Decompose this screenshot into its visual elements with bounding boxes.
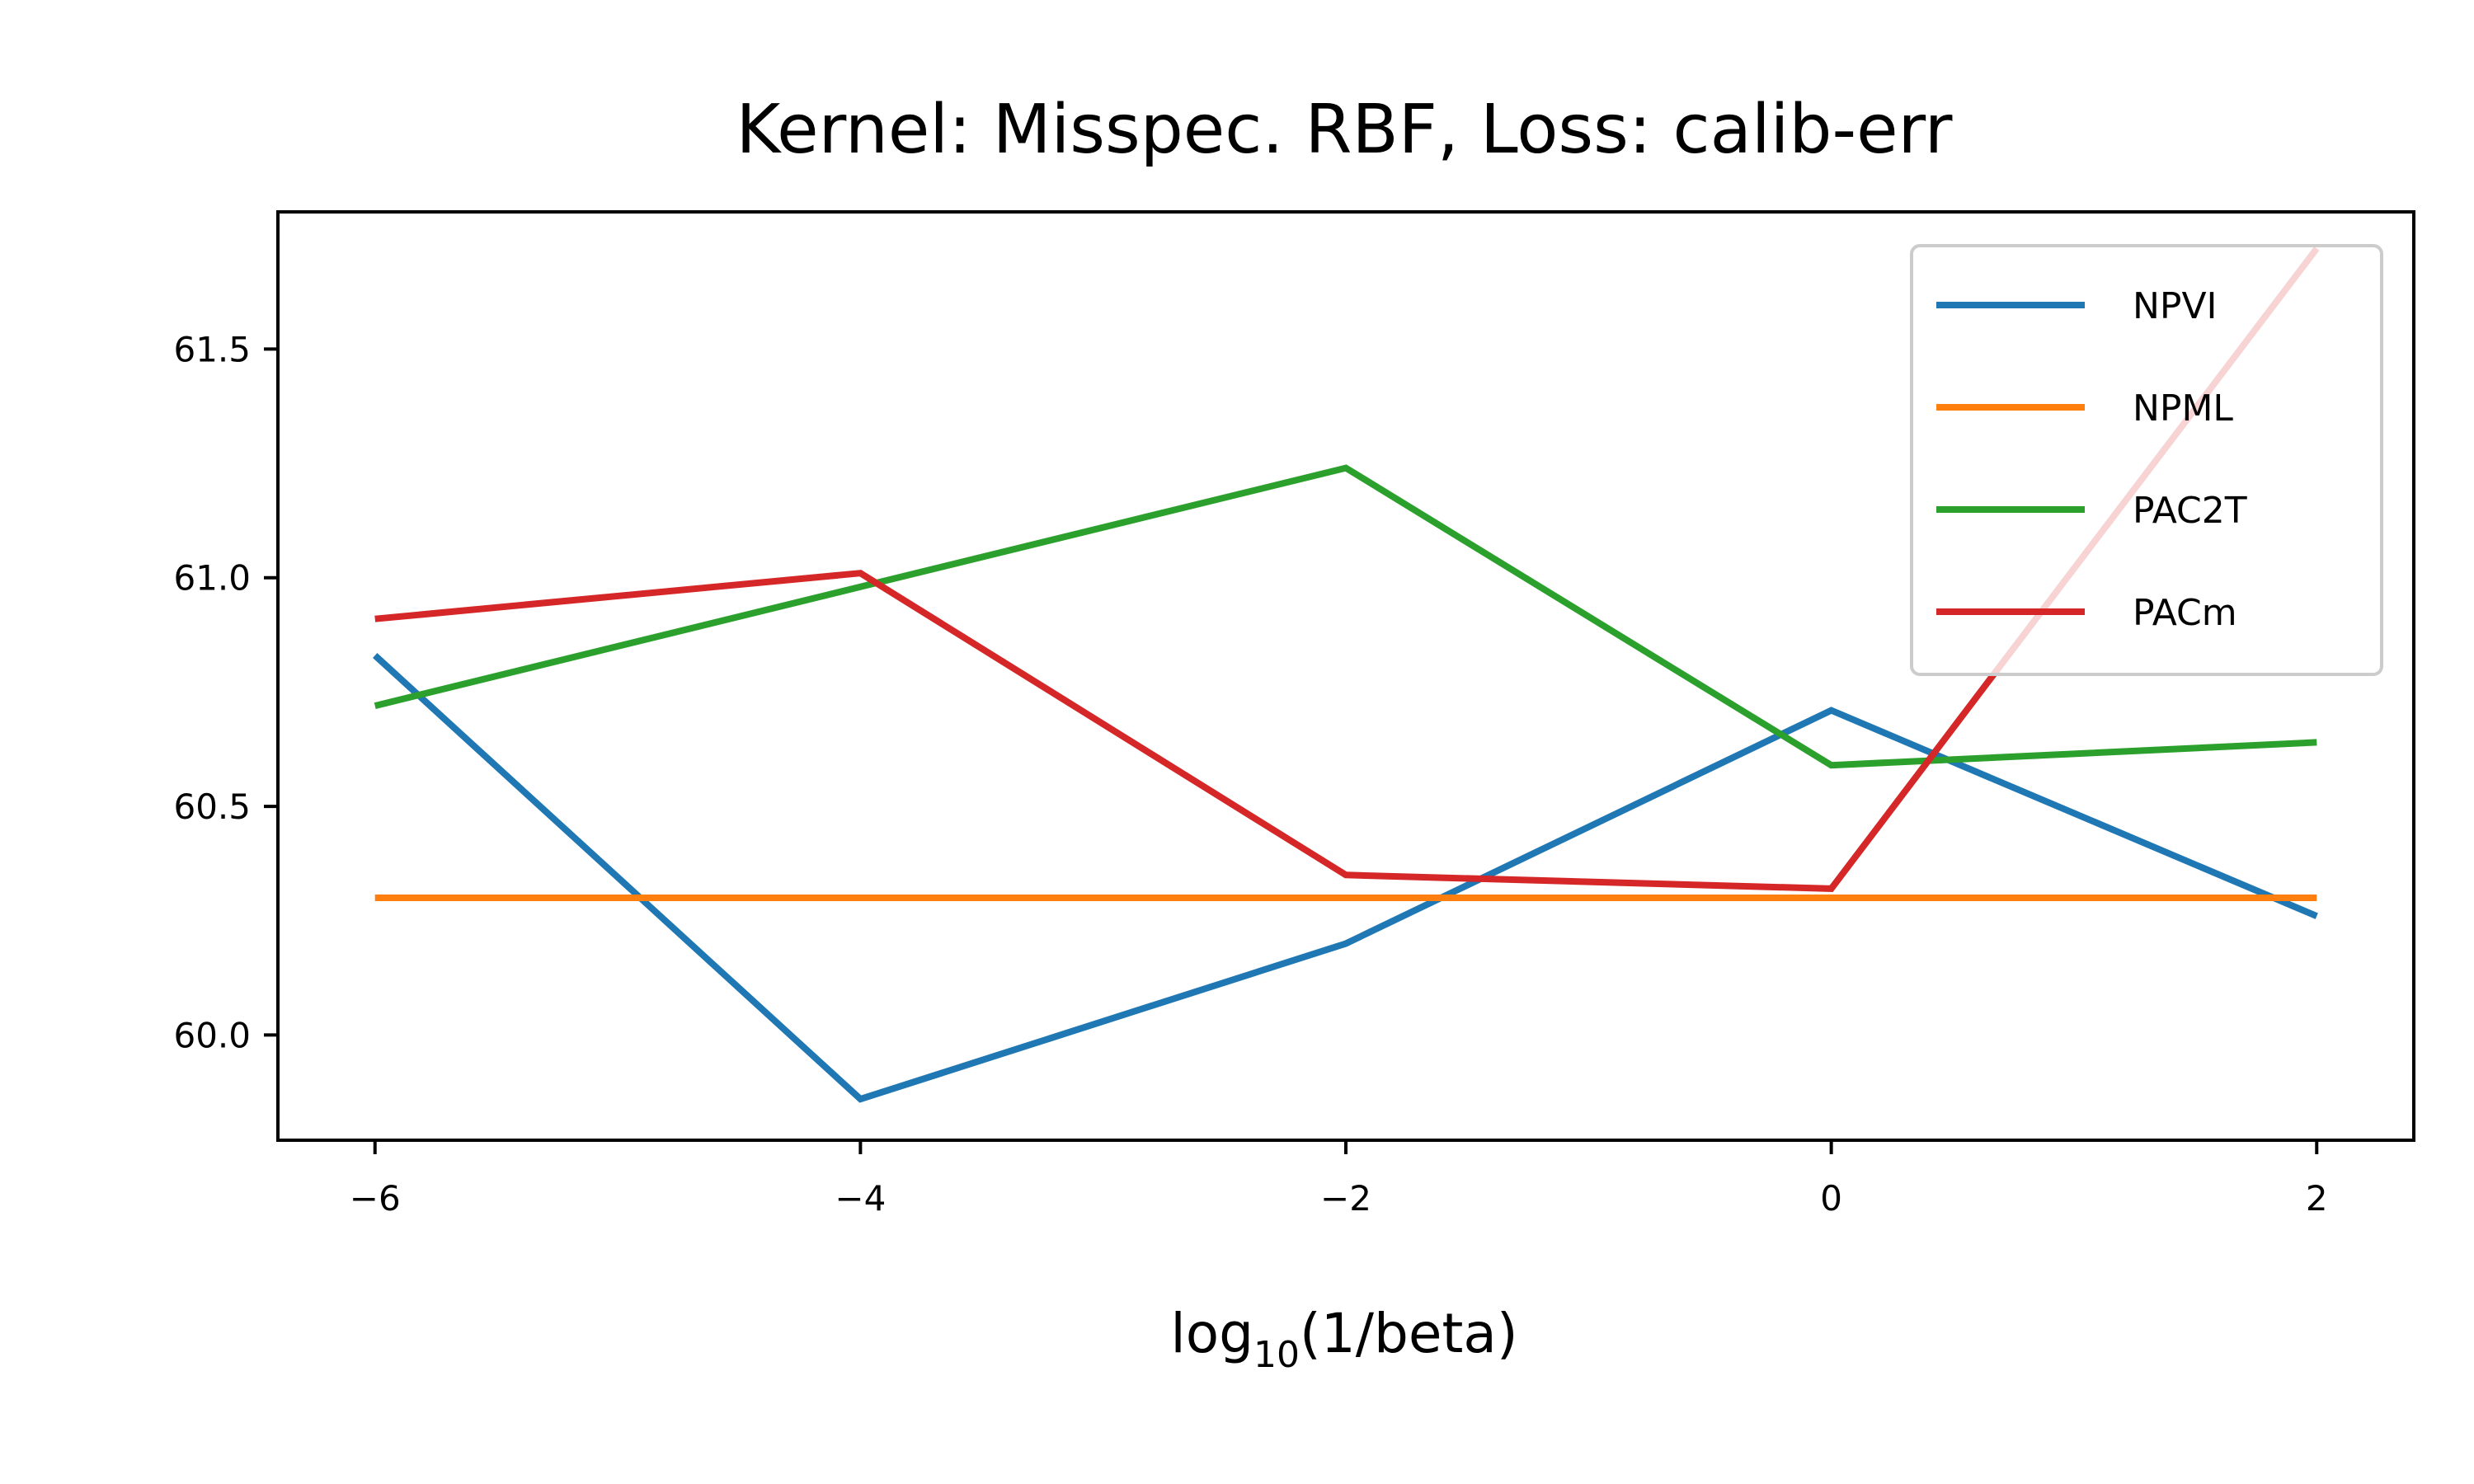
x-axis-label-base: log — [1170, 1302, 1253, 1365]
y-tick-label: 60.0 — [173, 1015, 251, 1055]
y-tick-label: 61.5 — [173, 329, 251, 369]
axes-layer: −6 −4 −2 0 2 60.0 60.5 61.0 61.5 — [173, 210, 2415, 1219]
y-tick-label: 60.5 — [173, 787, 251, 827]
x-tick-label: 2 — [2306, 1178, 2328, 1219]
legend-box — [1910, 244, 2383, 676]
legend-label-pacm: PACm — [2133, 592, 2237, 634]
x-axis-label-subscript: 10 — [1253, 1334, 1300, 1376]
legend-label-npml: NPML — [2133, 387, 2233, 430]
x-tick-label: −6 — [350, 1178, 401, 1219]
series-line-npvi — [373, 653, 2318, 1103]
x-tick-label: 0 — [1820, 1178, 1842, 1219]
y-tick-label: 61.0 — [173, 558, 251, 599]
x-axis-label: log10(1/beta) — [1170, 1302, 1517, 1376]
series-line-pac2t — [374, 464, 2317, 769]
chart-title: Kernel: Misspec. RBF, Loss: calib-err — [736, 91, 1952, 169]
x-tick-label: −4 — [835, 1178, 886, 1219]
x-axis-label-rest: (1/beta) — [1300, 1302, 1518, 1365]
legend-label-npvi: NPVI — [2133, 285, 2218, 327]
x-tick-label: −2 — [1320, 1178, 1371, 1219]
legend: NPVI NPML PAC2T PACm — [1910, 244, 2383, 676]
legend-label-pac2t: PAC2T — [2133, 490, 2247, 532]
